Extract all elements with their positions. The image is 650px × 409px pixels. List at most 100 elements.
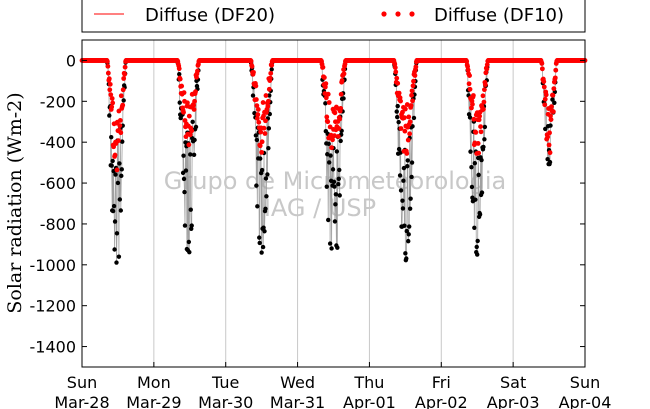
- data-point-df10: [541, 79, 547, 84]
- data-point-df10: [470, 101, 475, 107]
- data-point-df10: [550, 92, 556, 98]
- y-tick-label: 0: [66, 51, 76, 70]
- data-point-df10: [407, 119, 413, 125]
- x-tick-label-date: Apr-04: [559, 393, 612, 409]
- data-point-df10: [548, 113, 553, 119]
- data-point-black: [110, 208, 116, 214]
- data-point-black: [396, 119, 401, 125]
- data-point-df10: [117, 118, 123, 123]
- data-point-df10: [539, 61, 545, 66]
- data-point-df10: [120, 87, 126, 93]
- data-point-df10: [400, 109, 405, 115]
- data-point-df10: [478, 129, 484, 135]
- data-point-df10: [107, 81, 113, 87]
- data-point-black: [398, 188, 404, 193]
- data-point-df10: [541, 84, 547, 90]
- data-point-black: [338, 138, 343, 144]
- data-point-df10: [398, 126, 404, 131]
- data-point-df10: [411, 78, 416, 84]
- data-point-black: [119, 173, 124, 179]
- data-point-df10: [332, 110, 338, 116]
- data-point-df10: [268, 70, 274, 76]
- data-point-black: [191, 152, 197, 157]
- data-point-df10: [191, 102, 197, 108]
- data-point-df10: [261, 113, 266, 119]
- data-point-df10: [466, 81, 472, 87]
- data-point-black: [479, 157, 484, 163]
- x-tick-label-day: Fri: [432, 373, 451, 392]
- data-point-black: [259, 167, 265, 173]
- data-point-black: [335, 245, 340, 250]
- data-point-df10: [321, 75, 327, 80]
- data-point-df10: [259, 139, 265, 145]
- data-point-black: [336, 176, 341, 182]
- data-point-df10: [265, 103, 271, 109]
- data-point-black: [110, 158, 115, 164]
- x-tick-label-date: Mar-28: [54, 393, 109, 409]
- data-point-black: [115, 180, 121, 186]
- data-point-df10: [481, 106, 486, 112]
- data-point-black: [192, 137, 197, 143]
- data-point-black: [269, 67, 274, 72]
- data-point-black: [109, 163, 114, 168]
- df20-line-layer: [82, 60, 585, 263]
- data-point-df10: [105, 70, 111, 76]
- x-tick-label-date: Apr-02: [415, 393, 468, 409]
- data-point-df10: [407, 131, 413, 137]
- data-point-df10: [404, 151, 410, 156]
- data-point-df10: [108, 92, 114, 98]
- data-point-df10: [413, 64, 419, 70]
- data-point-df10: [482, 87, 487, 93]
- data-point-black: [259, 250, 264, 255]
- data-point-black: [263, 176, 269, 181]
- data-point-df10: [191, 107, 197, 112]
- y-tick-label: -800: [40, 215, 76, 234]
- data-point-black: [109, 134, 114, 140]
- data-point-df10: [256, 119, 262, 125]
- data-point-black: [337, 193, 342, 198]
- data-point-df10: [265, 98, 271, 104]
- data-point-df10: [410, 83, 416, 89]
- data-point-df10: [410, 98, 415, 104]
- data-point-black: [467, 115, 473, 120]
- data-point-black: [395, 114, 400, 120]
- data-point-df10: [484, 66, 490, 72]
- data-point-df10: [465, 67, 471, 73]
- data-point-black: [479, 190, 485, 195]
- data-point-black: [177, 71, 182, 77]
- data-point-black: [114, 231, 120, 236]
- data-point-df10: [332, 133, 337, 139]
- data-point-black: [409, 174, 414, 180]
- data-point-black: [394, 109, 399, 114]
- data-point-df10: [325, 91, 331, 97]
- data-point-black: [404, 228, 409, 234]
- data-point-black: [547, 159, 553, 165]
- data-point-df10: [106, 76, 112, 82]
- x-tick-label-day: Sat: [500, 373, 526, 392]
- data-point-black: [406, 224, 412, 229]
- data-point-black: [254, 137, 260, 143]
- data-point-df10: [482, 82, 488, 88]
- data-point-black: [469, 184, 475, 190]
- data-point-df10: [326, 100, 332, 105]
- x-tick-label-day: Sun: [570, 373, 600, 392]
- legend-label-df10: Diffuse (DF10): [434, 5, 564, 26]
- data-point-df10: [254, 115, 260, 121]
- data-point-df10: [467, 73, 472, 79]
- data-point-df10: [408, 103, 414, 108]
- data-point-black: [401, 178, 406, 183]
- data-point-black: [326, 160, 332, 165]
- data-point-df10: [253, 97, 259, 102]
- data-point-black: [396, 146, 402, 152]
- data-point-black: [188, 207, 193, 212]
- data-point-df10: [337, 116, 343, 122]
- data-point-df10: [473, 129, 479, 135]
- data-point-black: [482, 124, 488, 130]
- x-tick-label-date: Mar-29: [126, 393, 181, 409]
- data-point-black: [474, 244, 479, 250]
- data-point-black: [334, 149, 340, 154]
- data-point-df10: [409, 92, 414, 98]
- data-point-black: [324, 184, 329, 189]
- data-point-df10: [395, 80, 401, 86]
- data-point-df10: [186, 113, 192, 119]
